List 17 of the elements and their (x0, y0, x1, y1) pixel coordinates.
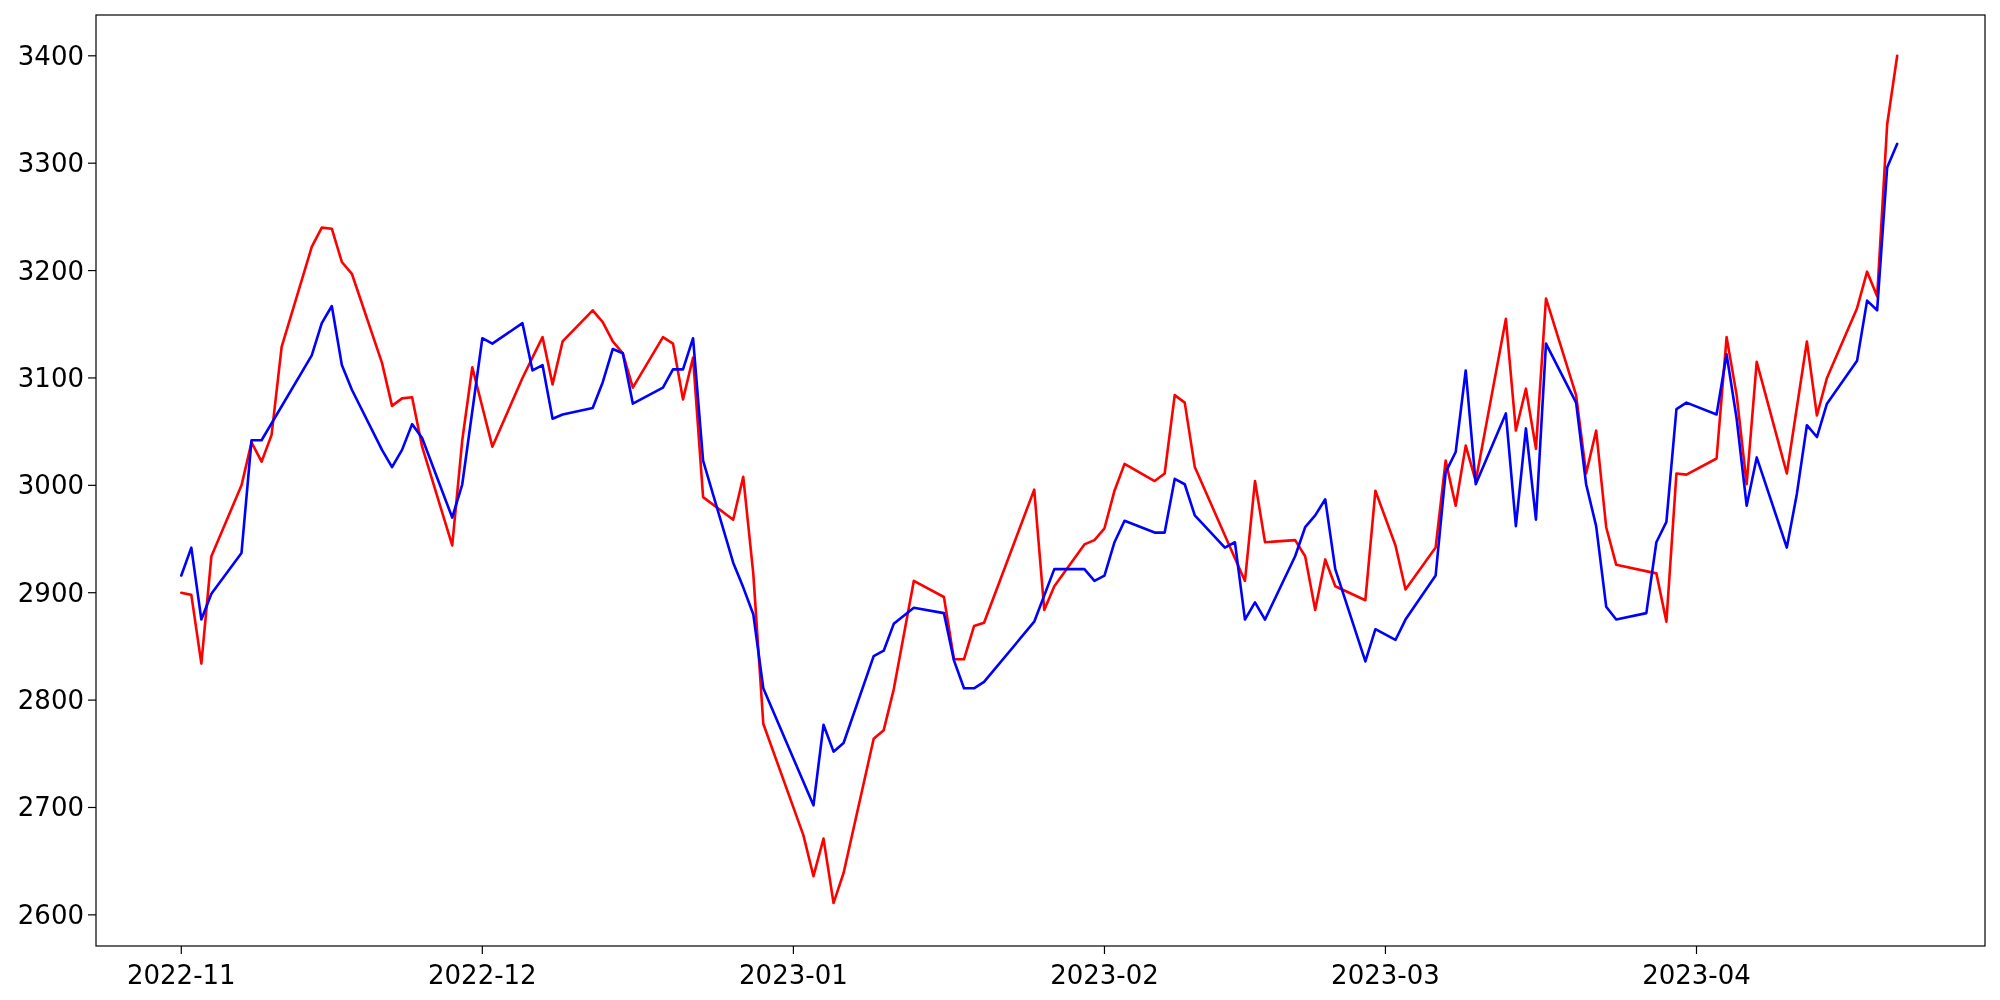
y-tick-label: 2600 (17, 899, 84, 930)
x-tick-label: 2022-12 (428, 960, 537, 990)
y-tick-label: 2800 (17, 685, 84, 716)
x-tick-label: 2023-01 (739, 960, 848, 990)
y-tick-label: 2700 (17, 792, 84, 823)
y-tick-label: 2900 (17, 577, 84, 608)
x-tick-label: 2022-11 (126, 960, 236, 990)
y-tick-label: 3300 (17, 148, 84, 179)
x-tick-label: 2023-03 (1331, 960, 1440, 990)
line-series (179, 54, 1899, 905)
y-tick-label: 3200 (17, 255, 84, 286)
line-series (179, 142, 1899, 807)
x-tick-label: 2023-02 (1050, 960, 1159, 990)
x-tick-label: 2023-04 (1642, 960, 1751, 990)
y-tick-label: 3400 (17, 40, 84, 71)
y-tick-label: 3100 (17, 362, 84, 393)
y-tick-label: 3000 (17, 470, 84, 501)
